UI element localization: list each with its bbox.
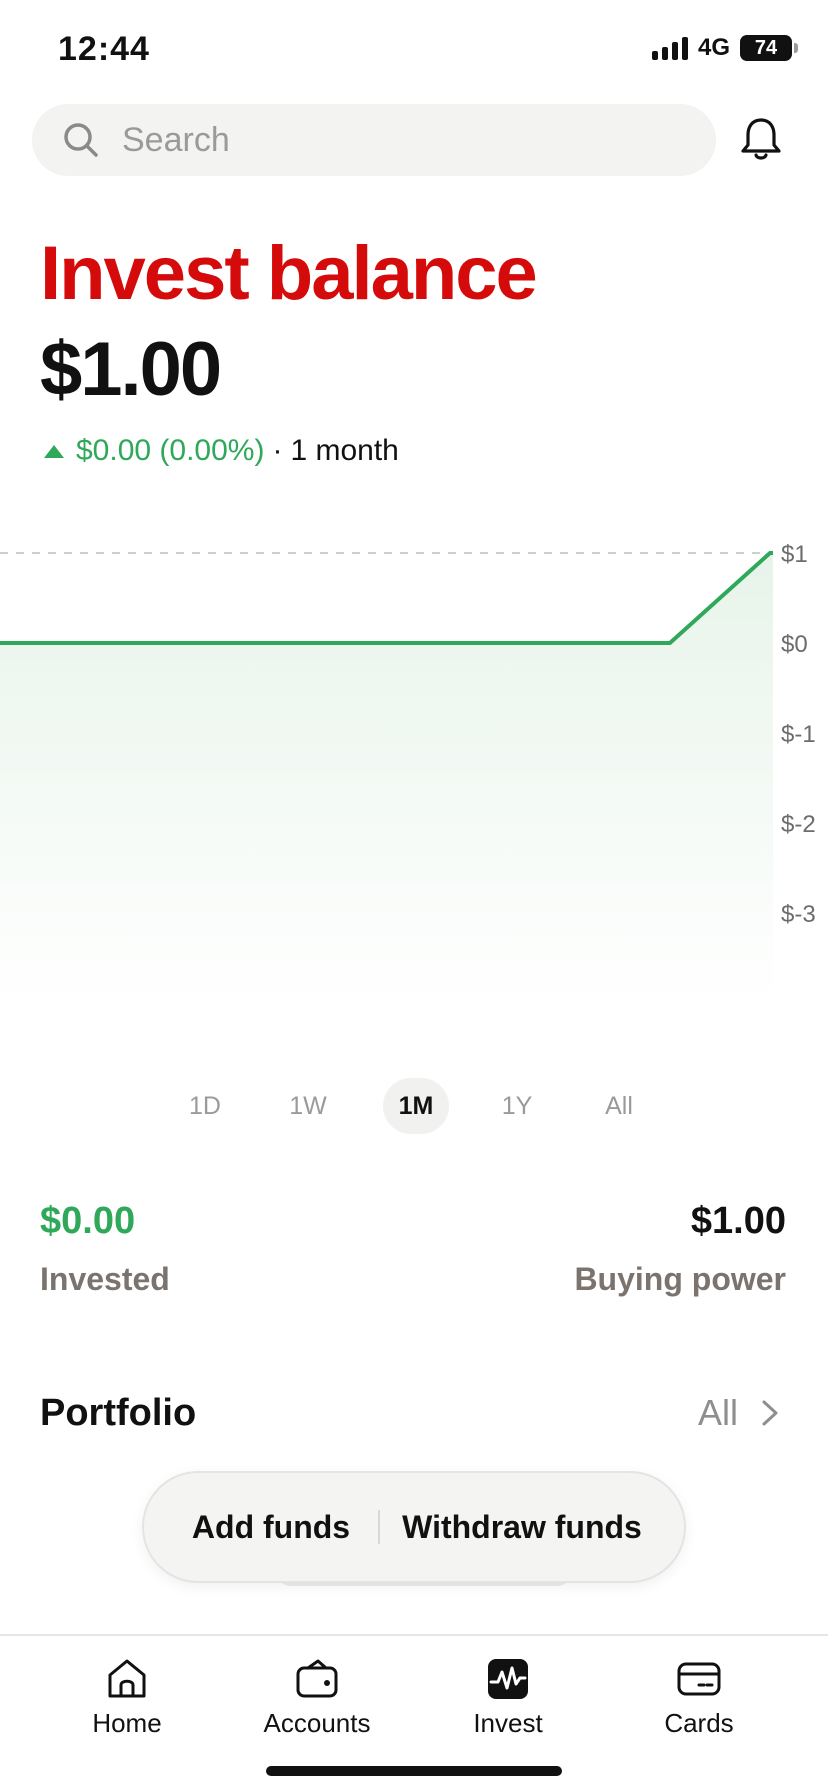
y-tick-label: $1 <box>781 541 808 568</box>
page-title: Invest balance <box>40 231 538 316</box>
search-placeholder: Search <box>122 120 230 159</box>
home-icon <box>108 1659 146 1698</box>
portfolio-all-link[interactable]: All <box>698 1392 780 1434</box>
change-row: $0.00 (0.00%) · 1 month <box>44 434 399 468</box>
range-1w[interactable]: 1W <box>289 1092 327 1120</box>
buying-power-stat: $1.00 Buying power <box>574 1200 786 1298</box>
status-time: 12:44 <box>58 30 150 68</box>
invested-value: $0.00 <box>40 1200 136 1242</box>
buying-power-value: $1.00 <box>690 1200 786 1242</box>
invested-label: Invested <box>40 1261 170 1297</box>
tab-invest-label: Invest <box>473 1708 543 1738</box>
y-tick-label: $-3 <box>781 901 816 928</box>
home-indicator <box>266 1766 562 1776</box>
search-icon <box>64 123 98 157</box>
change-value: $0.00 (0.00%) <box>76 434 265 467</box>
buying-power-label: Buying power <box>574 1261 786 1297</box>
balance-chart[interactable]: $1 $0 $-1 $-2 $-3 <box>0 530 828 1020</box>
tab-bar: Home Accounts Invest Cards <box>0 1634 828 1792</box>
y-tick-label: $-1 <box>781 721 816 748</box>
card-icon <box>677 1662 721 1696</box>
wallet-icon <box>296 1659 338 1698</box>
tab-home[interactable]: Home <box>42 1656 212 1739</box>
tab-cards-label: Cards <box>664 1708 734 1738</box>
balance-value: $1.00 <box>40 327 222 412</box>
change-separator: · <box>272 434 283 467</box>
chevron-right-icon <box>762 1400 778 1426</box>
change-period: 1 month <box>290 434 399 467</box>
tab-accounts[interactable]: Accounts <box>232 1656 402 1739</box>
search-input[interactable]: Search <box>32 104 716 176</box>
portfolio-title: Portfolio <box>40 1392 197 1434</box>
up-arrow-icon <box>44 444 64 458</box>
range-1m[interactable]: 1M <box>383 1078 449 1134</box>
y-tick-label: $-2 <box>781 811 816 838</box>
range-1y[interactable]: 1Y <box>501 1092 533 1120</box>
battery-level: 74 <box>754 36 778 59</box>
bell-icon[interactable] <box>738 114 784 164</box>
y-tick-label: $0 <box>781 631 808 658</box>
range-1d[interactable]: 1D <box>189 1092 221 1120</box>
chart-series-line <box>0 551 773 645</box>
range-selector: 1D 1W 1M 1Y All <box>170 1078 650 1134</box>
add-funds-button[interactable]: Add funds <box>191 1508 351 1545</box>
tab-accounts-label: Accounts <box>263 1708 371 1738</box>
funds-divider <box>378 1510 380 1544</box>
tab-home-label: Home <box>92 1708 162 1738</box>
portfolio-all-label: All <box>697 1392 738 1433</box>
status-indicators: 4G 74 <box>651 34 798 62</box>
invest-icon <box>488 1659 528 1699</box>
network-label: 4G <box>697 34 730 61</box>
withdraw-funds-button[interactable]: Withdraw funds <box>402 1508 642 1545</box>
signal-icon <box>651 36 688 60</box>
battery-icon: 74 <box>740 35 798 61</box>
funds-action-bar: Add funds Withdraw funds <box>142 1471 686 1583</box>
range-all[interactable]: All <box>605 1092 633 1120</box>
tab-cards[interactable]: Cards <box>614 1656 784 1739</box>
status-bar: 12:44 4G 74 <box>0 0 828 100</box>
tab-invest[interactable]: Invest <box>423 1656 593 1739</box>
invested-stat: $0.00 Invested <box>40 1200 170 1298</box>
chart-area-fill <box>0 553 773 1005</box>
